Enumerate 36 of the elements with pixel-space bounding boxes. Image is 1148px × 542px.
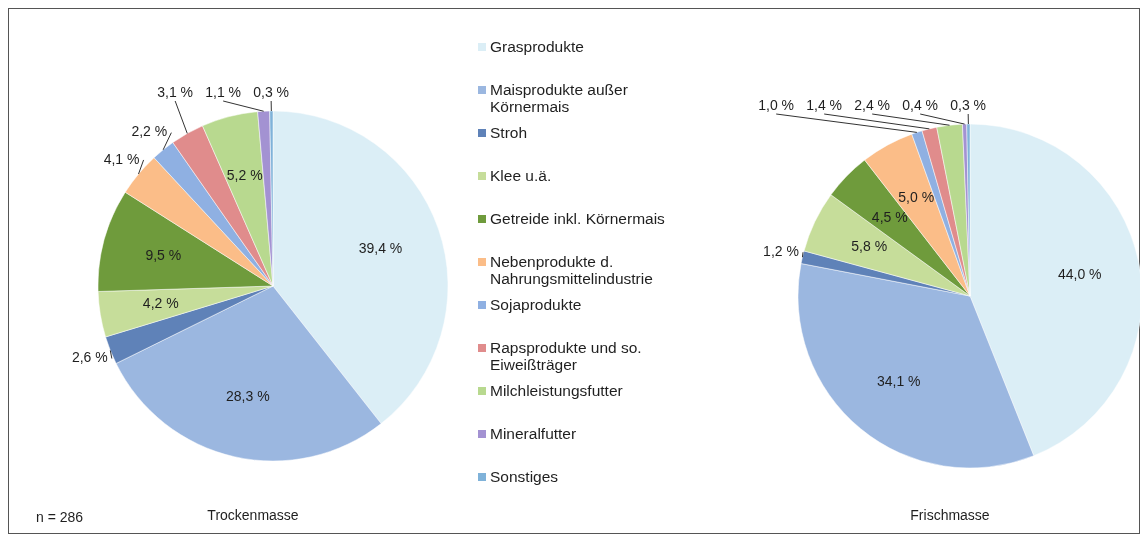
slice-label: Trockenmasse: [207, 507, 299, 523]
data-label: 34,1 %: [877, 372, 921, 389]
data-label: 3,1 %: [157, 83, 194, 100]
legend-label: Mineralfutter: [490, 425, 577, 442]
data-label: 5,8 %: [851, 238, 888, 255]
legend-label: Sonstiges: [490, 468, 559, 485]
data-label: 2,6 %: [71, 349, 108, 366]
slice-label: Frischmasse: [910, 507, 990, 523]
legend-label: Stroh: [490, 124, 528, 141]
data-label: 44,0 %: [1057, 265, 1102, 282]
legend-label: Nebenprodukte d. Nahrungsmittelindustrie: [490, 253, 653, 287]
legend-label: Sojaprodukte: [490, 296, 582, 313]
legend-label: Klee u.ä.: [490, 167, 552, 184]
data-label: 4,1 %: [103, 150, 140, 167]
data-label: 5,2 %: [226, 166, 263, 183]
data-label: 0,3 %: [253, 83, 290, 100]
data-label: 4,5 %: [871, 208, 908, 225]
data-label: 4,2 %: [142, 295, 179, 312]
legend-label: Grasprodukte: [490, 38, 584, 55]
legend-label: Milchleistungsfutter: [490, 382, 623, 399]
legend-label: Maisprodukte außer Körnermais: [490, 81, 628, 115]
data-label: 0,3 %: [950, 96, 987, 113]
data-label: 2,4 %: [854, 96, 891, 113]
data-label: 28,3 %: [226, 387, 270, 404]
data-label: 1,0 %: [758, 96, 795, 113]
legend-label: Rapsprodukte und so. Eiweißträger: [490, 339, 642, 373]
legend-label: Getreide inkl. Körnermais: [490, 210, 666, 227]
data-label: 9,5 %: [145, 246, 182, 263]
data-label: 0,4 %: [902, 96, 939, 113]
data-label: 1,2 %: [763, 242, 799, 259]
data-label: 39,4 %: [358, 239, 403, 256]
data-label: 2,2 %: [131, 123, 168, 140]
data-label: 5,0 %: [898, 188, 935, 205]
data-label: 1,4 %: [806, 96, 843, 113]
data-label: 1,1 %: [205, 83, 242, 100]
text: n = 286: [36, 509, 84, 525]
